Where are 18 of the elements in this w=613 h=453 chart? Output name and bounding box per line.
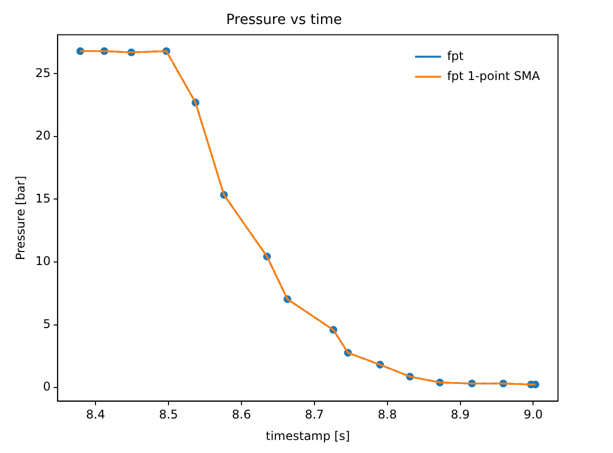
x-tick-label: 8.7 [304,408,324,422]
chart-title: Pressure vs time [226,12,342,28]
y-tick-label: 25 [35,66,51,80]
y-tick-label: 0 [43,380,51,394]
legend-label: fpt [447,48,464,63]
y-tick-label: 5 [43,316,51,331]
x-axis-title: timestamp [s] [266,428,350,443]
y-tick-label: 20 [35,128,51,143]
x-tick-label: 8.6 [232,408,252,422]
y-tick-label: 15 [35,191,51,206]
x-tick-label: 8.8 [378,408,397,422]
x-tick-label: 9.0 [524,408,543,422]
x-tick-label: 8.9 [450,408,470,422]
y-tick-label: 10 [35,254,51,268]
x-tick-label: 8.4 [86,408,106,422]
x-tick-label: 8.5 [158,408,178,422]
legend-label: fpt 1-point SMA [447,68,541,83]
y-axis-title: Pressure [bar] [13,176,28,260]
